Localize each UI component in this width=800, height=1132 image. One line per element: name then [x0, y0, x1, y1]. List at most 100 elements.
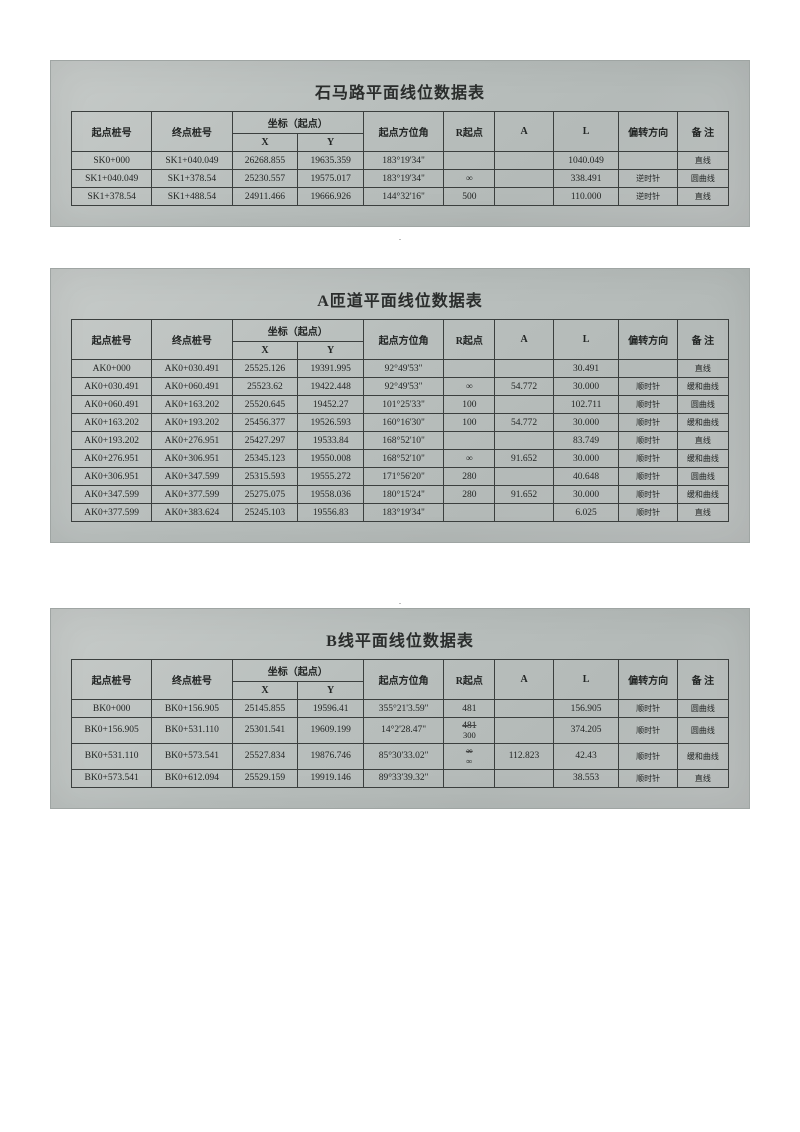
table-cell: BK0+612.094 — [152, 769, 232, 787]
table-cell: 100 — [444, 414, 495, 432]
table-cell: 25145.855 — [232, 700, 298, 718]
table-cell — [495, 152, 553, 170]
th-x: X — [232, 682, 298, 700]
table-cell: 180°15'24" — [363, 486, 443, 504]
table-cell: 19422.448 — [298, 378, 364, 396]
table-cell: 14°2'28.47" — [363, 718, 443, 744]
table-cell: 19666.926 — [298, 188, 364, 206]
table-row: AK0+306.951AK0+347.59925315.59319555.272… — [72, 468, 729, 486]
table-cell: 25520.645 — [232, 396, 298, 414]
th-azimuth: 起点方位角 — [363, 320, 443, 360]
th-end: 终点桩号 — [152, 112, 232, 152]
table-cell — [444, 152, 495, 170]
table-cell: 19876.746 — [298, 743, 364, 769]
table-cell — [495, 718, 553, 744]
table-cell: 19391.995 — [298, 360, 364, 378]
data-table-3: 起点桩号 终点桩号 坐标（起点） 起点方位角 R起点 A L 偏转方向 备 注 … — [71, 659, 729, 788]
scan-block-1: 石马路平面线位数据表 起点桩号 终点桩号 坐标（起点） 起点方位角 R起点 A … — [50, 60, 750, 227]
table-row: BK0+573.541BK0+612.09425529.15919919.146… — [72, 769, 729, 787]
th-start: 起点桩号 — [72, 320, 152, 360]
table-cell: 19555.272 — [298, 468, 364, 486]
table-cell: 54.772 — [495, 378, 553, 396]
table-cell: 直线 — [677, 432, 728, 450]
table-cell: 直线 — [677, 152, 728, 170]
table-cell: 24911.466 — [232, 188, 298, 206]
table-cell: ∞ — [444, 378, 495, 396]
table-cell: 144°32'16" — [363, 188, 443, 206]
table-cell: 逆时针 — [619, 188, 677, 206]
table-cell: 91.652 — [495, 450, 553, 468]
table-cell — [495, 769, 553, 787]
separator-dot-1: . — [50, 233, 750, 242]
table-cell: 圆曲线 — [677, 718, 728, 744]
table-cell: 直线 — [677, 504, 728, 522]
th-dir: 偏转方向 — [619, 660, 677, 700]
th-coord: 坐标（起点） — [232, 112, 363, 134]
table-row: AK0+193.202AK0+276.95125427.29719533.841… — [72, 432, 729, 450]
data-table-2: 起点桩号 终点桩号 坐标（起点） 起点方位角 R起点 A L 偏转方向 备 注 … — [71, 319, 729, 522]
table-title-2: A匝道平面线位数据表 — [71, 287, 729, 311]
table-cell: 25275.075 — [232, 486, 298, 504]
th-y: Y — [298, 134, 364, 152]
table-cell: 280 — [444, 468, 495, 486]
table-cell: AK0+000 — [72, 360, 152, 378]
table-cell: 85°30'33.02" — [363, 743, 443, 769]
scan-block-3: B线平面线位数据表 起点桩号 终点桩号 坐标（起点） 起点方位角 R起点 A L… — [50, 608, 750, 809]
table-head: 起点桩号 终点桩号 坐标（起点） 起点方位角 R起点 A L 偏转方向 备 注 … — [72, 112, 729, 152]
table-cell: 25315.593 — [232, 468, 298, 486]
table-cell: 1040.049 — [553, 152, 619, 170]
table-row: AK0+060.491AK0+163.20225520.64519452.271… — [72, 396, 729, 414]
table-cell — [495, 396, 553, 414]
th-y: Y — [298, 342, 364, 360]
th-x: X — [232, 342, 298, 360]
table-row: AK0+377.599AK0+383.62425245.10319556.831… — [72, 504, 729, 522]
table-cell: ∞∞ — [444, 743, 495, 769]
table-cell: AK0+276.951 — [152, 432, 232, 450]
table-cell: 112.823 — [495, 743, 553, 769]
table-cell: 19575.017 — [298, 170, 364, 188]
table-cell: 直线 — [677, 188, 728, 206]
table-cell: 92°49'53" — [363, 360, 443, 378]
table-cell: 19635.359 — [298, 152, 364, 170]
th-note: 备 注 — [677, 112, 728, 152]
separator-dot-2: . — [50, 597, 750, 606]
table-cell: 19533.84 — [298, 432, 364, 450]
table-title-1: 石马路平面线位数据表 — [71, 79, 729, 103]
table-cell — [495, 468, 553, 486]
table-cell: 19526.593 — [298, 414, 364, 432]
table-cell: AK0+060.491 — [152, 378, 232, 396]
th-a: A — [495, 112, 553, 152]
table-row: AK0+276.951AK0+306.95125345.12319550.008… — [72, 450, 729, 468]
table-cell: AK0+193.202 — [152, 414, 232, 432]
table-cell: 101°25'33" — [363, 396, 443, 414]
table-cell: 19558.036 — [298, 486, 364, 504]
table-cell: 38.553 — [553, 769, 619, 787]
th-coord: 坐标（起点） — [232, 320, 363, 342]
table-cell: 顺时针 — [619, 432, 677, 450]
table-cell: 19596.41 — [298, 700, 364, 718]
table-row: BK0+156.905BK0+531.11025301.54119609.199… — [72, 718, 729, 744]
table-cell: 19609.199 — [298, 718, 364, 744]
table-cell: 顺时针 — [619, 700, 677, 718]
table-cell: 直线 — [677, 360, 728, 378]
table-cell — [495, 170, 553, 188]
th-start: 起点桩号 — [72, 660, 152, 700]
table-row: AK0+347.599AK0+377.59925275.07519558.036… — [72, 486, 729, 504]
table-cell: 直线 — [677, 769, 728, 787]
table-body-3: BK0+000BK0+156.90525145.85519596.41355°2… — [72, 700, 729, 788]
table-cell — [619, 152, 677, 170]
table-cell: 顺时针 — [619, 450, 677, 468]
th-start: 起点桩号 — [72, 112, 152, 152]
table-cell: 168°52'10" — [363, 432, 443, 450]
table-row: BK0+000BK0+156.90525145.85519596.41355°2… — [72, 700, 729, 718]
table-cell: 25525.126 — [232, 360, 298, 378]
th-end: 终点桩号 — [152, 660, 232, 700]
table-cell: 顺时针 — [619, 769, 677, 787]
th-l: L — [553, 112, 619, 152]
table-cell: 374.205 — [553, 718, 619, 744]
table-cell: 89°33'39.32" — [363, 769, 443, 787]
table-cell — [444, 432, 495, 450]
table-cell: ∞ — [444, 450, 495, 468]
table-cell: 顺时针 — [619, 504, 677, 522]
table-cell: AK0+377.599 — [72, 504, 152, 522]
